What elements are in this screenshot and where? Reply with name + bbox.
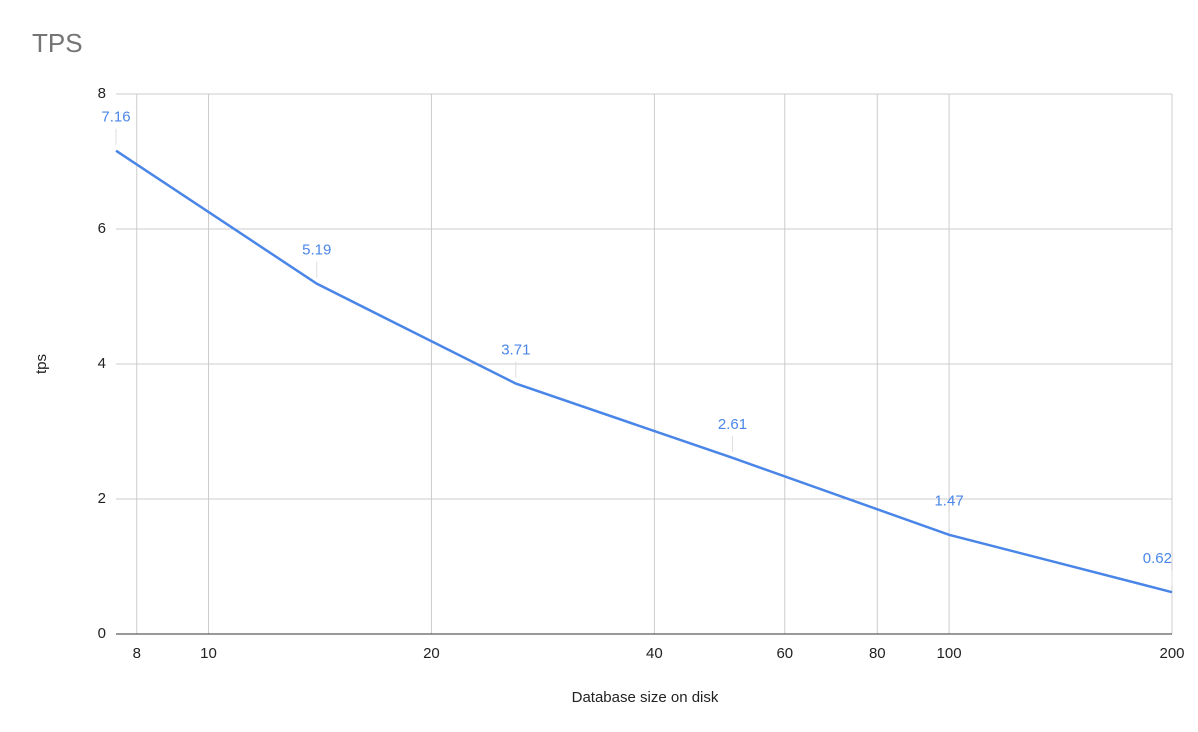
data-label: 7.16 bbox=[101, 109, 130, 126]
y-tick-label: 4 bbox=[98, 355, 106, 372]
data-label: 1.47 bbox=[934, 493, 963, 510]
x-tick-label: 10 bbox=[200, 645, 217, 662]
x-tick-label: 40 bbox=[646, 645, 663, 662]
y-axis-label: tps bbox=[33, 354, 50, 374]
y-tick-label: 0 bbox=[98, 625, 106, 642]
chart-title: TPS bbox=[32, 28, 83, 58]
data-label: 0.62 bbox=[1143, 550, 1172, 567]
data-label: 2.61 bbox=[718, 416, 747, 433]
x-tick-label: 60 bbox=[776, 645, 793, 662]
x-tick-label: 8 bbox=[133, 645, 141, 662]
x-axis-label: Database size on disk bbox=[572, 689, 719, 706]
x-tick-label: 20 bbox=[423, 645, 440, 662]
x-tick-label: 80 bbox=[869, 645, 886, 662]
data-label: 5.19 bbox=[302, 242, 331, 259]
y-tick-label: 8 bbox=[98, 85, 106, 102]
x-tick-label: 100 bbox=[937, 645, 962, 662]
y-tick-label: 6 bbox=[98, 220, 106, 237]
data-label: 3.71 bbox=[501, 342, 530, 359]
line-series bbox=[115, 149, 1173, 594]
x-tick-label: 200 bbox=[1159, 645, 1184, 662]
y-tick-label: 2 bbox=[98, 490, 106, 507]
